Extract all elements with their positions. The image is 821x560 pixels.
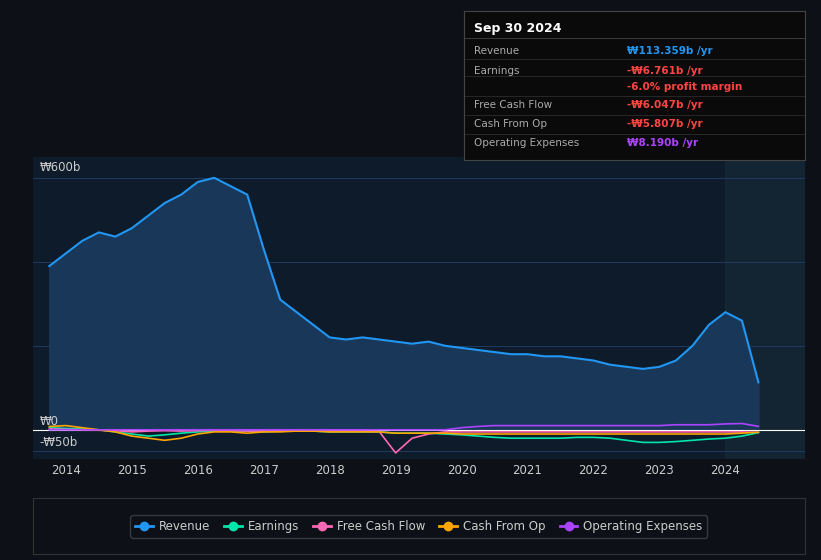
Bar — [726, 157, 805, 459]
Text: ₩113.359b /yr: ₩113.359b /yr — [627, 46, 713, 56]
Text: -6.0% profit margin: -6.0% profit margin — [627, 82, 743, 92]
Text: Revenue: Revenue — [474, 46, 519, 56]
Text: -₩5.807b /yr: -₩5.807b /yr — [627, 119, 703, 129]
Text: Cash From Op: Cash From Op — [474, 119, 547, 129]
Text: -₩50b: -₩50b — [39, 436, 78, 449]
Text: Sep 30 2024: Sep 30 2024 — [474, 22, 562, 35]
Text: Earnings: Earnings — [474, 66, 520, 76]
Text: Free Cash Flow: Free Cash Flow — [474, 100, 553, 110]
Text: -₩6.047b /yr: -₩6.047b /yr — [627, 100, 703, 110]
Text: ₩0: ₩0 — [39, 415, 58, 428]
Text: ₩8.190b /yr: ₩8.190b /yr — [627, 138, 699, 148]
Text: ₩600b: ₩600b — [39, 161, 80, 175]
Legend: Revenue, Earnings, Free Cash Flow, Cash From Op, Operating Expenses: Revenue, Earnings, Free Cash Flow, Cash … — [131, 515, 707, 538]
Text: Operating Expenses: Operating Expenses — [474, 138, 580, 148]
Text: -₩6.761b /yr: -₩6.761b /yr — [627, 66, 703, 76]
